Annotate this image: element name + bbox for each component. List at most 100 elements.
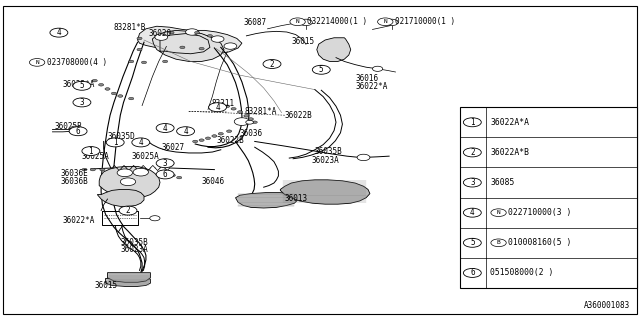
Text: 4: 4 bbox=[138, 138, 143, 147]
Circle shape bbox=[118, 95, 123, 97]
Circle shape bbox=[75, 128, 85, 133]
Circle shape bbox=[357, 154, 370, 161]
Text: 010008160(5 ): 010008160(5 ) bbox=[508, 238, 572, 247]
Circle shape bbox=[156, 124, 174, 132]
Text: 36022*A: 36022*A bbox=[63, 216, 95, 225]
Text: 36025A: 36025A bbox=[131, 152, 159, 161]
Text: 4: 4 bbox=[183, 127, 188, 136]
Text: 021710000(1 ): 021710000(1 ) bbox=[395, 17, 455, 26]
Text: 36023A: 36023A bbox=[312, 156, 339, 164]
Circle shape bbox=[209, 103, 227, 112]
Circle shape bbox=[263, 60, 281, 68]
Text: 023708000(4 ): 023708000(4 ) bbox=[47, 58, 107, 67]
Circle shape bbox=[180, 46, 185, 49]
Text: 36022A*B: 36022A*B bbox=[490, 148, 529, 157]
Circle shape bbox=[155, 34, 168, 40]
Polygon shape bbox=[108, 273, 150, 282]
Circle shape bbox=[177, 176, 182, 179]
Circle shape bbox=[207, 35, 212, 37]
Text: 36025B: 36025B bbox=[54, 122, 82, 131]
Circle shape bbox=[117, 169, 132, 177]
Text: N: N bbox=[296, 19, 300, 24]
Circle shape bbox=[169, 31, 174, 34]
Circle shape bbox=[70, 126, 81, 131]
Circle shape bbox=[225, 105, 230, 108]
Polygon shape bbox=[317, 38, 351, 61]
Text: 3: 3 bbox=[470, 178, 475, 187]
Text: 032214000(1 ): 032214000(1 ) bbox=[307, 17, 367, 26]
Circle shape bbox=[177, 127, 195, 136]
Text: 051508000(2 ): 051508000(2 ) bbox=[490, 268, 554, 277]
Circle shape bbox=[137, 37, 142, 40]
Text: 36016: 36016 bbox=[355, 74, 378, 83]
Circle shape bbox=[129, 97, 134, 100]
Circle shape bbox=[105, 88, 110, 90]
Circle shape bbox=[300, 19, 312, 26]
Text: 36022*A: 36022*A bbox=[63, 80, 95, 89]
Text: 5: 5 bbox=[319, 65, 324, 74]
Circle shape bbox=[73, 98, 91, 107]
Text: 83281*B: 83281*B bbox=[114, 23, 147, 32]
Text: 36036: 36036 bbox=[240, 129, 263, 138]
Text: 36035B: 36035B bbox=[120, 238, 148, 247]
Text: 36013: 36013 bbox=[285, 194, 308, 203]
Text: 36036E: 36036E bbox=[61, 169, 88, 178]
Circle shape bbox=[169, 162, 174, 164]
Circle shape bbox=[290, 18, 305, 26]
Circle shape bbox=[211, 36, 224, 42]
Circle shape bbox=[252, 121, 257, 124]
Text: 4: 4 bbox=[470, 208, 475, 217]
Circle shape bbox=[29, 59, 45, 66]
Text: 4: 4 bbox=[215, 103, 220, 112]
Circle shape bbox=[156, 170, 174, 179]
Circle shape bbox=[218, 132, 223, 135]
Circle shape bbox=[99, 84, 104, 86]
Text: 1: 1 bbox=[113, 138, 118, 147]
Polygon shape bbox=[236, 193, 298, 208]
Circle shape bbox=[120, 178, 136, 186]
Circle shape bbox=[50, 28, 68, 37]
Circle shape bbox=[82, 168, 87, 171]
Circle shape bbox=[186, 29, 198, 35]
Circle shape bbox=[119, 206, 137, 215]
Circle shape bbox=[150, 216, 160, 221]
Text: 2: 2 bbox=[125, 206, 131, 215]
Bar bbox=[460, 107, 637, 288]
Circle shape bbox=[106, 138, 124, 147]
Text: 36046: 36046 bbox=[202, 177, 225, 186]
Text: 6: 6 bbox=[470, 268, 475, 277]
Circle shape bbox=[129, 60, 134, 63]
Circle shape bbox=[231, 108, 236, 110]
Text: N: N bbox=[35, 60, 39, 65]
Circle shape bbox=[212, 135, 217, 137]
Text: 36015: 36015 bbox=[95, 281, 118, 290]
Circle shape bbox=[234, 118, 250, 125]
Circle shape bbox=[141, 61, 147, 64]
Circle shape bbox=[69, 127, 87, 136]
Circle shape bbox=[248, 118, 253, 120]
Circle shape bbox=[133, 168, 148, 176]
Circle shape bbox=[100, 168, 105, 171]
Text: 36027: 36027 bbox=[162, 143, 185, 152]
Polygon shape bbox=[97, 189, 144, 206]
Text: 36085: 36085 bbox=[490, 178, 515, 187]
Text: 3: 3 bbox=[79, 98, 84, 107]
Text: 1: 1 bbox=[470, 118, 475, 127]
Text: N: N bbox=[383, 19, 387, 24]
Text: 4: 4 bbox=[163, 124, 168, 132]
Circle shape bbox=[199, 47, 204, 50]
Text: 83281*A: 83281*A bbox=[244, 107, 277, 116]
Text: 36022B: 36022B bbox=[216, 136, 244, 145]
Circle shape bbox=[224, 43, 237, 49]
Text: 36023A: 36023A bbox=[120, 245, 148, 254]
Circle shape bbox=[227, 130, 232, 132]
Circle shape bbox=[312, 65, 330, 74]
Circle shape bbox=[90, 168, 95, 171]
Polygon shape bbox=[138, 26, 242, 54]
Text: 5: 5 bbox=[79, 81, 84, 90]
Circle shape bbox=[237, 111, 243, 113]
Circle shape bbox=[246, 120, 253, 124]
Circle shape bbox=[372, 66, 383, 71]
Text: N: N bbox=[497, 210, 500, 215]
Text: 022710000(3 ): 022710000(3 ) bbox=[508, 208, 572, 217]
